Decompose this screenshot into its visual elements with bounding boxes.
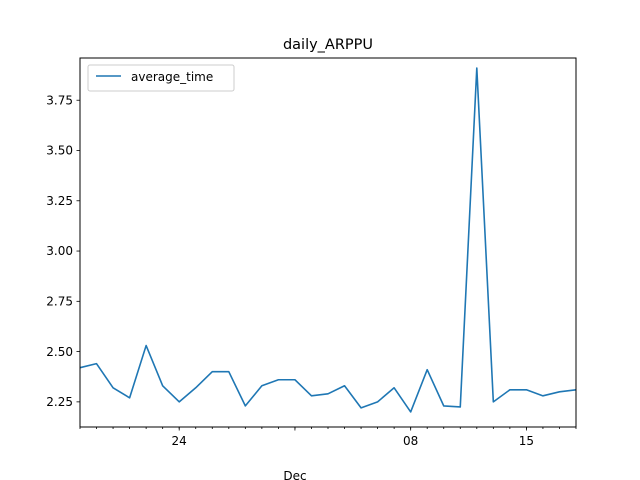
y-axis: 2.25 2.50 2.75 3.00 3.25 3.50 3.75 [46,93,80,409]
legend: average_time [87,64,235,92]
y-tick-label: 3.25 [46,194,73,208]
chart-title: daily_ARPPU [283,37,373,53]
x-tick-label: 15 [519,434,534,448]
series-layer [79,67,577,413]
y-tick-label: 2.75 [46,295,73,309]
x-axis-label: Dec [283,469,306,480]
x-tick-label: 24 [172,434,187,448]
y-tick-label: 3.00 [46,244,73,258]
plot-frame [79,57,577,428]
legend-label: average_time [131,70,213,84]
y-tick-label: 2.50 [46,345,73,359]
legend-box [87,64,235,92]
series-line [79,67,577,413]
y-tick-label: 3.75 [46,93,73,107]
y-tick-label: 2.25 [46,395,73,409]
x-tick-label: 08 [403,434,418,448]
y-tick-label: 3.50 [46,144,73,158]
